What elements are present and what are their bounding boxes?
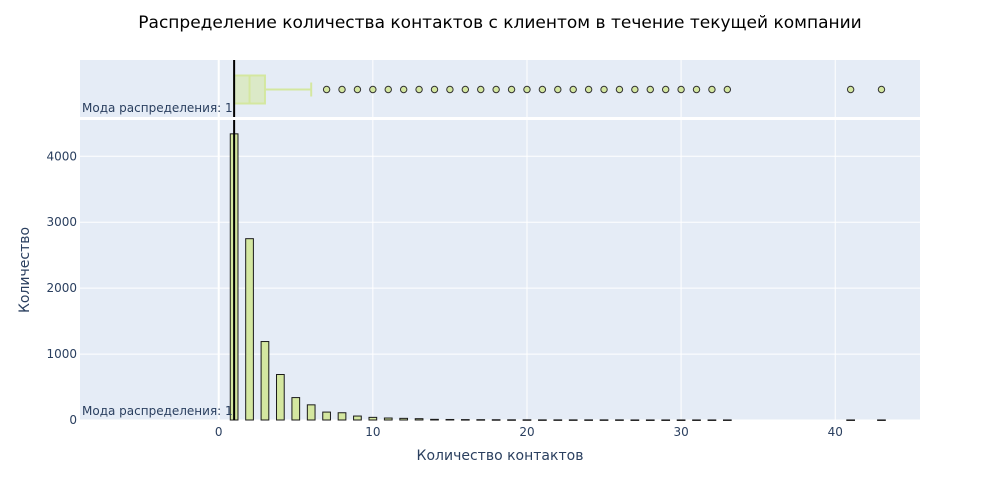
boxplot-outlier <box>461 85 470 94</box>
histogram-bar <box>584 419 593 421</box>
boxplot-outlier <box>877 85 886 94</box>
x-tick-label: 40 <box>828 425 843 439</box>
boxplot-outlier <box>446 85 454 94</box>
boxplot-outlier <box>415 85 423 94</box>
boxplot-outlier <box>677 85 685 94</box>
histogram-bar <box>507 419 516 421</box>
boxplot-outlier <box>646 85 654 94</box>
histogram-bar <box>476 419 486 421</box>
x-tick-label: 0 <box>215 425 223 439</box>
histogram-bar <box>630 419 640 421</box>
x-tick-label: 20 <box>519 425 534 439</box>
x-tick-label: 30 <box>673 425 688 439</box>
boxplot-outlier <box>538 85 547 94</box>
histogram-bar <box>707 419 717 421</box>
histogram-bar <box>568 419 578 421</box>
boxplot-panel <box>80 60 920 117</box>
boxplot-outlier <box>523 85 531 94</box>
x-tick-label: 10 <box>365 425 380 439</box>
y-tick-label: 0 <box>69 413 77 427</box>
histogram-bar <box>661 419 671 421</box>
histogram-bar <box>260 341 270 421</box>
histogram-bar <box>553 419 563 421</box>
boxplot-outlier <box>708 85 716 94</box>
boxplot-outlier <box>846 85 855 94</box>
histogram-bar <box>615 419 624 421</box>
boxplot-outlier <box>615 85 624 94</box>
chart-title: Распределение количества контактов с кли… <box>138 13 861 33</box>
boxplot-outlier <box>477 85 485 94</box>
histogram-bar <box>306 404 316 421</box>
x-axis-title: Количество контактов <box>417 448 584 464</box>
boxplot <box>233 74 886 105</box>
histogram-bar <box>522 419 532 421</box>
boxplot-outlier <box>384 85 392 94</box>
boxplot-outlier <box>584 85 593 94</box>
histogram-bar <box>445 418 455 421</box>
boxplot-outlier <box>507 85 516 94</box>
histogram-bar <box>337 412 347 421</box>
boxplot-outlier <box>723 85 732 94</box>
histogram-bar <box>599 419 609 421</box>
histogram-bar <box>383 417 393 421</box>
boxplot-outlier <box>322 85 331 94</box>
histogram-bar <box>538 419 547 421</box>
boxplot-outlier <box>338 85 346 94</box>
y-tick-label: 2000 <box>46 281 77 295</box>
y-tick-label: 3000 <box>46 215 77 229</box>
boxplot-outlier <box>430 85 439 94</box>
y-tick-label: 1000 <box>46 347 77 361</box>
histogram-bar <box>291 397 301 421</box>
boxplot-outlier <box>492 85 500 94</box>
histogram-bar <box>399 417 409 421</box>
histogram-bar <box>245 238 254 421</box>
mode-annotation-boxplot: Мода распределения: 1 <box>82 101 233 115</box>
boxplot-outlier <box>631 85 639 94</box>
histogram-bar <box>676 419 686 421</box>
boxplot-outlier <box>399 85 408 94</box>
histogram-bar <box>368 416 378 421</box>
mode-annotation-histogram: Мода распределения: 1 <box>82 404 233 418</box>
boxplot-outlier <box>661 85 670 94</box>
axis-ticks: 0 10 20 30 40 0 1000 2000 3000 4000 <box>46 149 842 439</box>
boxplot-outlier <box>569 85 577 94</box>
histogram-bar <box>692 419 701 421</box>
histogram-bar <box>353 415 362 421</box>
y-tick-label: 4000 <box>46 149 77 163</box>
histogram-bar <box>491 419 501 421</box>
histogram-bar <box>722 419 732 421</box>
histogram-bar <box>645 419 655 421</box>
histogram-panel <box>80 120 920 420</box>
boxplot-outlier <box>554 85 562 94</box>
histogram-bar <box>846 419 855 421</box>
histogram-bar <box>414 418 424 421</box>
histogram-bar <box>877 419 886 421</box>
histogram-bar <box>430 418 439 421</box>
boxplot-outlier <box>692 85 701 94</box>
y-axis-title: Количество <box>17 227 33 313</box>
histogram-bar <box>276 374 285 421</box>
histogram-bar <box>322 411 331 421</box>
boxplot-outlier <box>353 85 362 94</box>
histogram-bar <box>460 419 470 421</box>
boxplot-outlier <box>369 85 377 94</box>
boxplot-outlier <box>600 85 608 94</box>
